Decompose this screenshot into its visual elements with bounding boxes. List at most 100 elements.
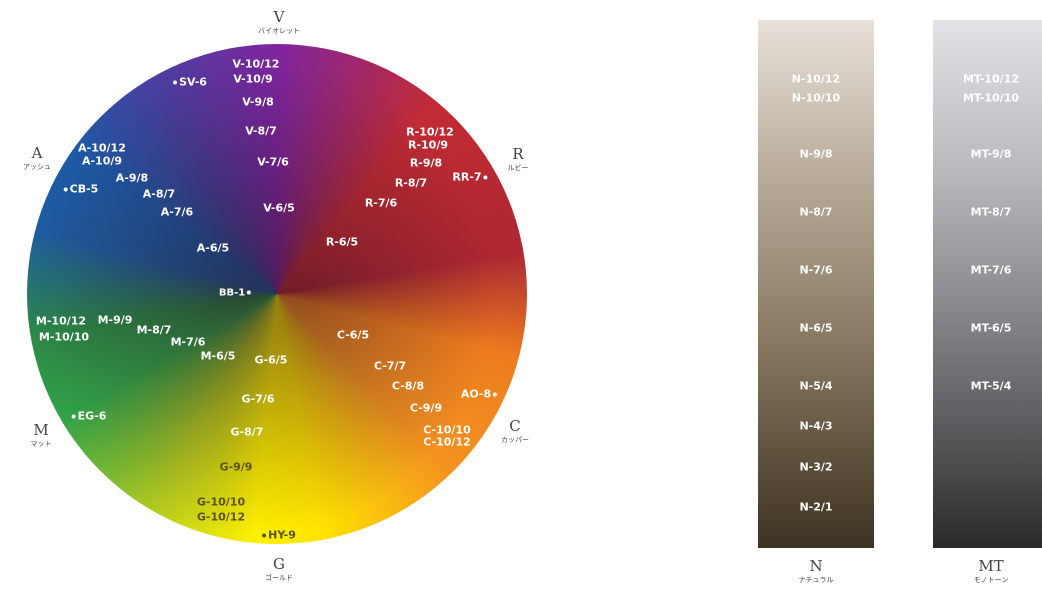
color-wheel [27,44,527,544]
shade-label-c-10-10: C-10/10 [423,423,471,437]
shade-point-cb-5: CB-5 [62,182,99,196]
axis-copper: C カッパー [501,418,529,445]
axis-monotone-letter: MT [978,557,1004,575]
shade-label-r-9-8: R-9/8 [409,156,443,170]
shade-label-c-10-12: C-10/12 [423,435,471,449]
shade-label-c-6-5: C-6/5 [336,328,370,342]
shade-label-c-7-7: C-7/7 [373,359,407,373]
natural-level-label: N-7/6 [799,263,833,277]
shade-point-bb-1: BB-1 [219,287,253,300]
shade-label-m-9-9: M-9/9 [97,313,133,327]
shade-label-a-10-12: A-10/12 [78,141,126,155]
monotone-level-label: MT-9/8 [970,147,1012,161]
shade-label-a-10-9: A-10/9 [81,154,123,168]
axis-matte-letter: M [33,421,49,439]
axis-matte-name: マット [30,440,52,448]
axis-ruby-letter: R [512,145,524,163]
shade-label-g-7-6: G-7/6 [241,392,275,406]
shade-label-c-9-9: C-9/9 [409,401,443,415]
wheel-center-shade [27,44,527,544]
axis-gold-letter: G [273,555,285,573]
axis-ash-letter: A [31,144,43,162]
shade-label-hy-9: HY-9 [268,528,296,542]
shade-label-r-6-5: R-6/5 [325,235,359,249]
marker-dot [63,187,68,192]
shade-point-hy-9: HY-9 [260,529,296,542]
natural-level-label: N-9/8 [799,147,833,161]
axis-ruby: R ルビー [508,146,529,173]
axis-ash-name: アッシュ [23,163,51,171]
axis-matte: M マット [31,422,52,449]
shade-label-rr-7: RR-7 [452,170,482,184]
axis-gold-name: ゴールド [265,574,293,582]
marker-dot [71,414,76,419]
axis-monotone: MT モノトーン [974,558,1009,585]
shade-label-r-10-12: R-10/12 [406,125,454,139]
natural-level-label: N-10/10 [791,91,841,105]
natural-level-label: N-10/12 [791,72,841,86]
shade-label-m-8-7: M-8/7 [136,323,172,337]
shade-label-sv-6: SV-6 [179,75,207,89]
monotone-level-label: MT-6/5 [970,321,1012,335]
shade-label-m-10-10: M-10/10 [38,330,90,344]
marker-dot [262,533,267,538]
shade-label-v-10-12: V-10/12 [232,57,280,71]
shade-label-r-10-9: R-10/9 [407,138,449,152]
shade-label-cb-5: CB-5 [69,182,99,196]
shade-label-c-8-8: C-8/8 [391,379,425,393]
marker-dot [483,175,488,180]
shade-label-r-7-6: R-7/6 [364,196,398,210]
shade-label-v-6-5: V-6/5 [263,201,295,215]
natural-level-label: N-3/2 [799,460,833,474]
axis-ruby-name: ルビー [507,164,529,172]
monotone-level-label: MT-10/12 [962,72,1020,86]
shade-label-g-6-5: G-6/5 [254,353,288,367]
axis-natural-letter: N [809,557,823,575]
shade-label-a-8-7: A-8/7 [142,187,176,201]
marker-dot [493,392,498,397]
shade-label-g-9-9: G-9/9 [219,460,253,474]
monotone-gradient-strip: MT-10/12 MT-10/10 MT-9/8 MT-8/7 MT-7/6 M… [933,20,1042,548]
marker-dot [173,80,178,85]
axis-gold: G ゴールド [265,556,293,583]
axis-copper-letter: C [509,417,521,435]
monotone-level-label: MT-5/4 [970,379,1012,393]
shade-label-a-7-6: A-7/6 [160,205,194,219]
axis-copper-name: カッパー [501,436,529,444]
axis-natural: N ナチュラル [799,558,834,585]
shade-label-v-9-8: V-9/8 [242,95,274,109]
axis-ash: A アッシュ [23,145,51,172]
shade-point-eg-6: EG-6 [70,409,107,423]
monotone-level-label: MT-10/10 [962,91,1020,105]
marker-dot [247,290,252,295]
axis-violet: V バイオレット [258,9,300,36]
natural-level-label: N-4/3 [799,419,833,433]
shade-label-r-8-7: R-8/7 [394,176,428,190]
shade-label-g-8-7: G-8/7 [230,425,264,439]
shade-point-ao-8: AO-8 [461,388,499,401]
shade-point-sv-6: SV-6 [171,76,207,89]
natural-level-label: N-5/4 [799,379,833,393]
shade-label-bb-1: BB-1 [218,287,246,299]
shade-label-m-10-12: M-10/12 [35,314,87,328]
shade-label-v-7-6: V-7/6 [257,155,289,169]
shade-label-v-10-9: V-10/9 [233,72,273,86]
natural-level-label: N-2/1 [799,500,833,514]
axis-monotone-name: モノトーン [973,576,1009,584]
shade-label-eg-6: EG-6 [77,409,107,423]
shade-label-m-6-5: M-6/5 [200,349,236,363]
shade-label-ao-8: AO-8 [460,387,492,401]
shade-label-v-8-7: V-8/7 [245,124,277,138]
monotone-level-label: MT-8/7 [970,205,1012,219]
axis-natural-name: ナチュラル [798,576,834,584]
natural-level-label: N-8/7 [799,205,833,219]
shade-label-a-9-8: A-9/8 [115,171,149,185]
axis-violet-letter: V [273,8,285,26]
shade-label-g-10-10: G-10/10 [196,495,246,509]
shade-label-g-10-12: G-10/12 [196,510,246,524]
axis-violet-name: バイオレット [258,27,300,35]
shade-label-m-7-6: M-7/6 [170,335,206,349]
natural-gradient-strip: N-10/12 N-10/10 N-9/8 N-8/7 N-7/6 N-6/5 … [758,20,874,548]
shade-label-a-6-5: A-6/5 [196,241,230,255]
monotone-level-label: MT-7/6 [970,263,1012,277]
